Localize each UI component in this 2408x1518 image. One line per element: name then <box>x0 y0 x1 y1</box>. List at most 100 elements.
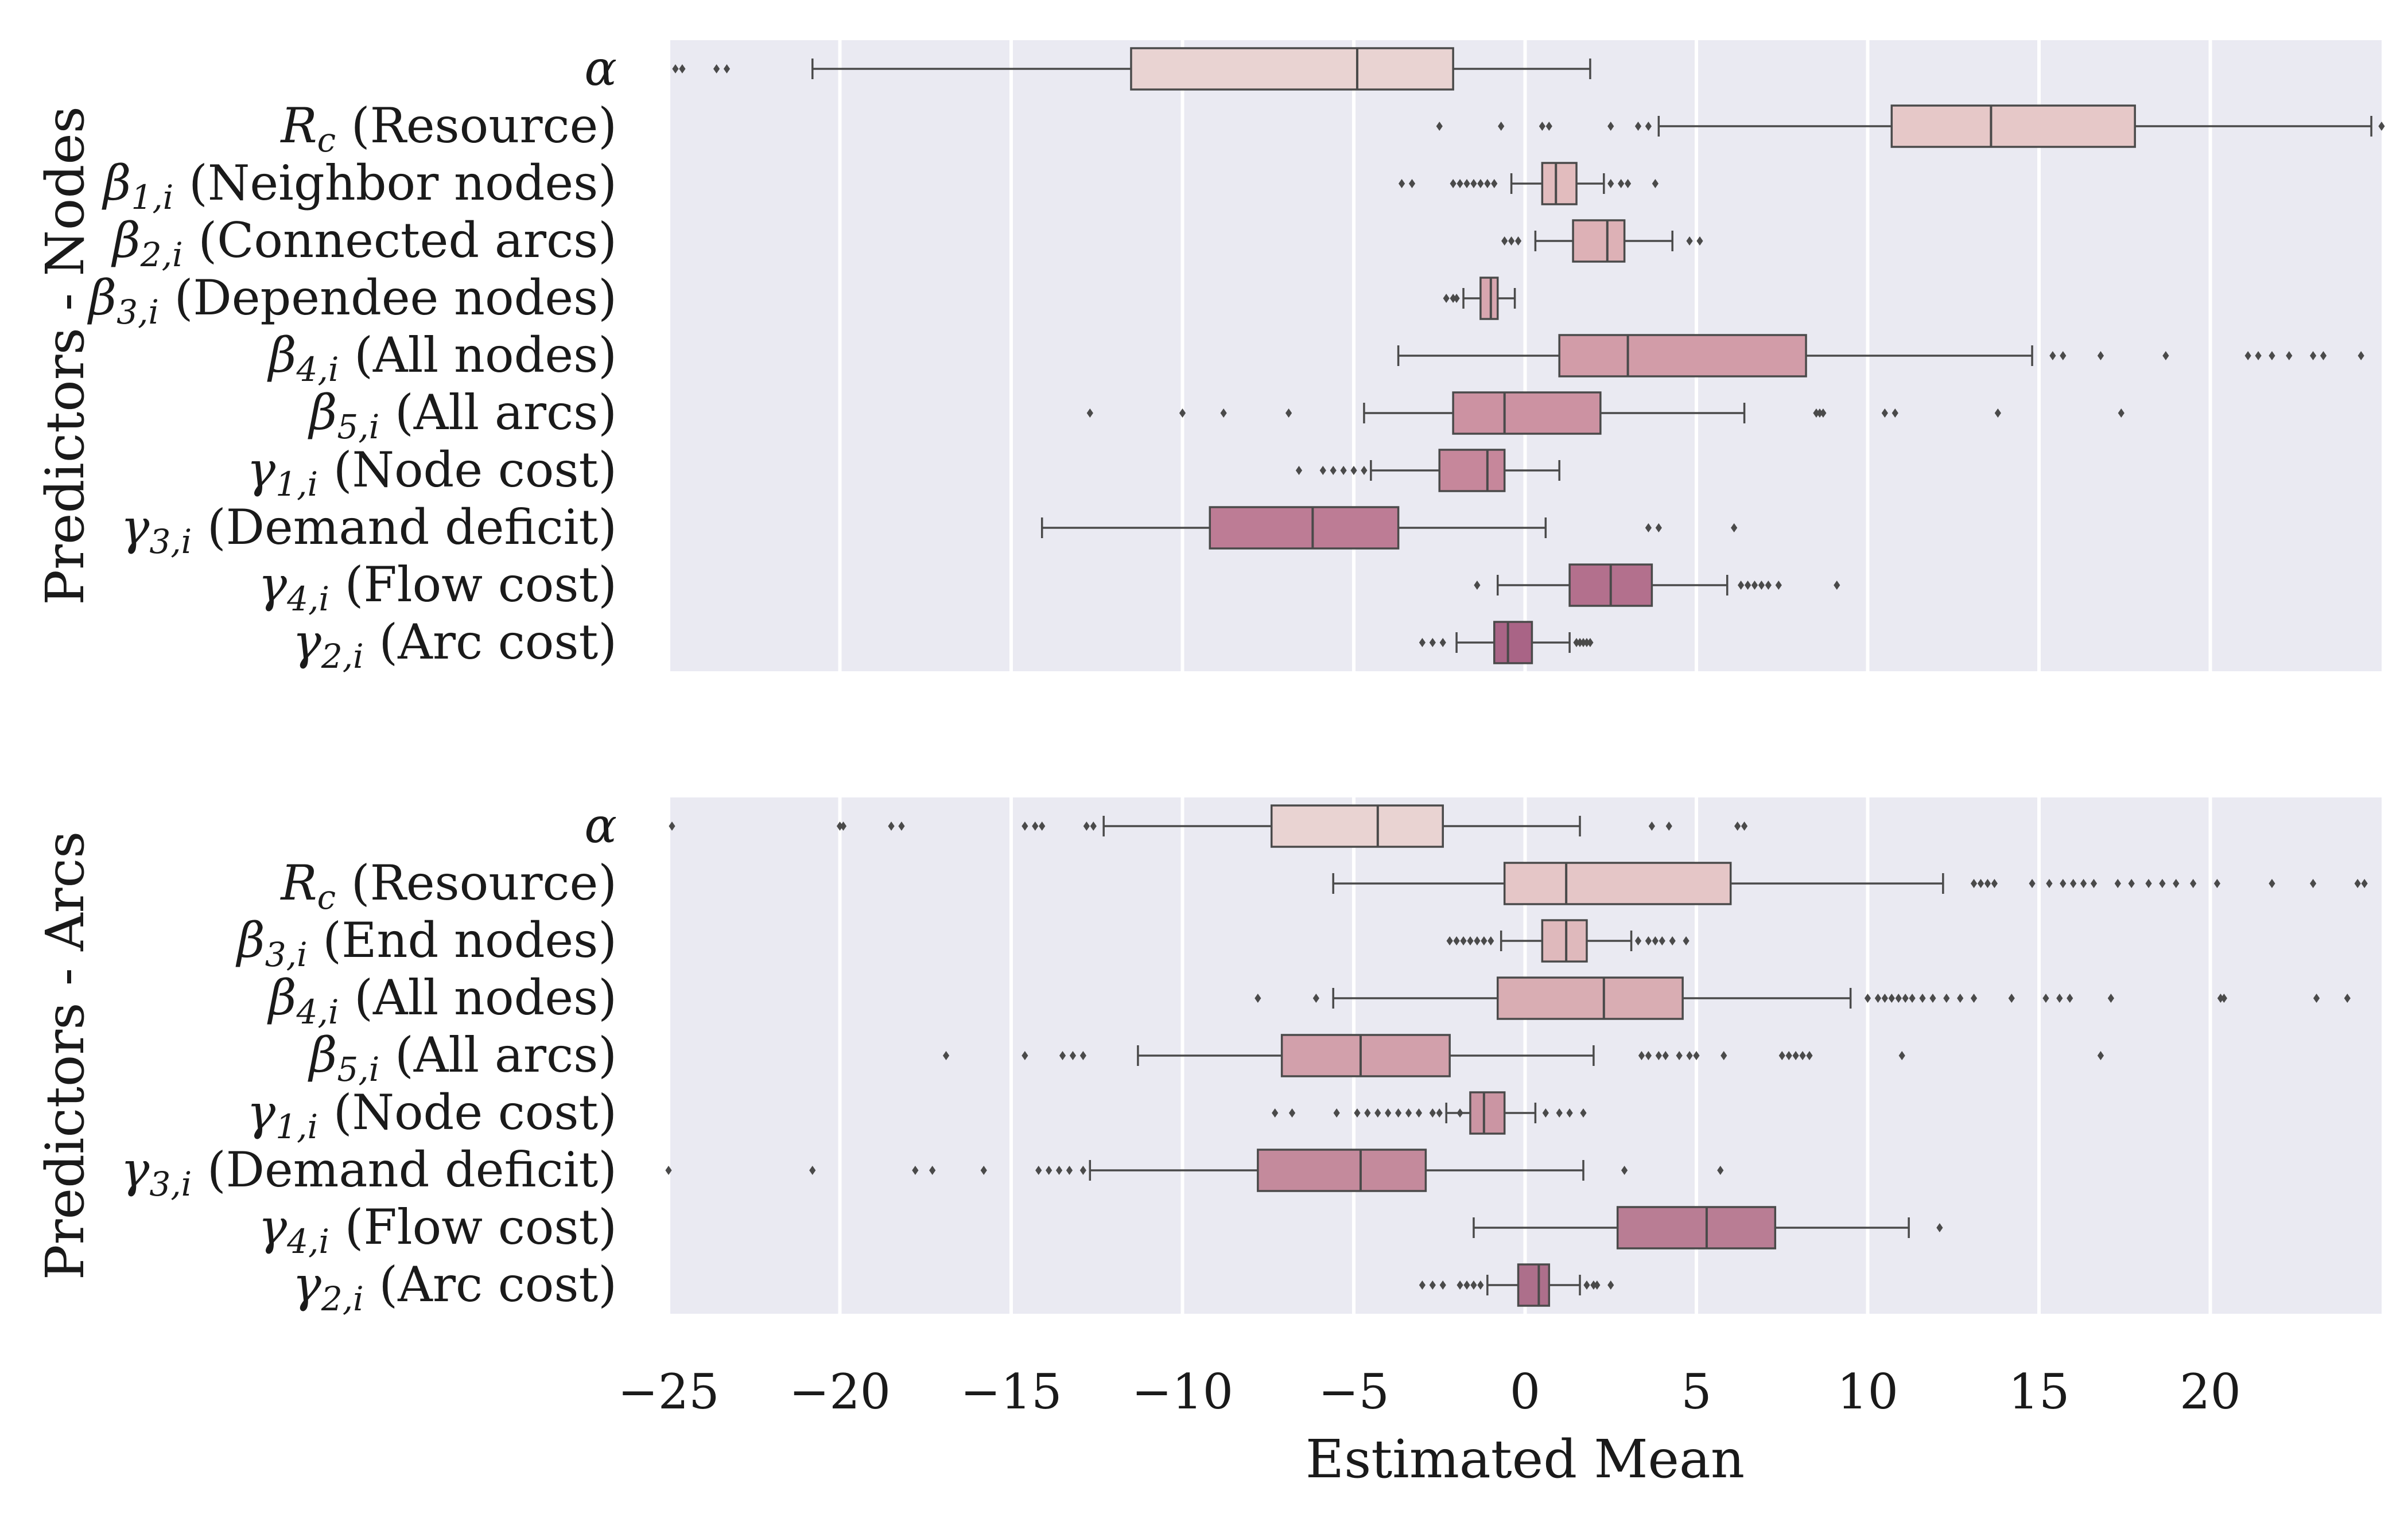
category-description: (Resource) <box>336 855 617 911</box>
outlier-point <box>2255 351 2262 360</box>
outlier-point <box>1895 994 1902 1003</box>
series-8 <box>1473 1206 1943 1250</box>
outlier-point <box>1758 581 1765 590</box>
outlier-point <box>2067 994 2073 1003</box>
category-label: γ4,i (Flow cost) <box>258 556 617 618</box>
outlier-point <box>1487 936 1494 945</box>
outlier-point <box>2090 879 2098 888</box>
y-axis-title: Predictors - Arcs <box>34 831 96 1280</box>
category-description: (All nodes) <box>339 970 617 1026</box>
outlier-point <box>2313 994 2320 1003</box>
outlier-point <box>1474 581 1481 590</box>
outlier-point <box>1669 936 1676 945</box>
outlier-point <box>1594 1280 1601 1290</box>
outlier-point <box>912 1166 919 1175</box>
outlier-point <box>1834 581 1840 590</box>
outlier-point <box>1734 822 1741 831</box>
outlier-point <box>1665 822 1672 831</box>
outlier-point <box>942 1051 950 1060</box>
outlier-point <box>2008 994 2015 1003</box>
outlier-point <box>1457 179 1463 188</box>
series-10 <box>1474 563 1840 607</box>
outlier-point <box>1453 294 1460 303</box>
outlier-point <box>1491 179 1498 188</box>
outlier-point <box>1645 523 1652 532</box>
outlier-point <box>669 822 675 831</box>
outlier-point <box>1354 1108 1361 1118</box>
category-symbol: R <box>279 98 317 154</box>
outlier-point <box>1634 122 1642 131</box>
outlier-point <box>2070 879 2077 888</box>
outlier-point <box>1576 638 1583 647</box>
outlier-point <box>1059 1051 1066 1060</box>
outlier-point <box>1439 638 1446 647</box>
outlier-point <box>1477 179 1484 188</box>
series-7 <box>1086 391 2125 435</box>
outlier-point <box>1816 408 1823 418</box>
outlier-point <box>1902 994 1909 1003</box>
outlier-point <box>2310 351 2317 360</box>
outlier-point <box>2213 879 2221 888</box>
outlier-point <box>1463 179 1470 188</box>
x-tick-label: 10 <box>1837 1364 1898 1420</box>
x-axis-title: Estimated Mean <box>1306 1429 1745 1490</box>
outlier-point <box>1470 179 1477 188</box>
outlier-point <box>1943 994 1950 1003</box>
x-tick-label: −5 <box>1318 1364 1389 1420</box>
outlier-point <box>1481 936 1487 945</box>
outlier-point <box>723 64 731 73</box>
outlier-point <box>2042 994 2049 1003</box>
box <box>1130 47 1454 91</box>
outlier-point <box>1765 581 1772 590</box>
category-label: γ2,i (Arc cost) <box>293 614 617 676</box>
category-description: (Dependee nodes) <box>159 270 617 326</box>
category-symbol: β <box>235 912 265 968</box>
outlier-point <box>1686 236 1693 246</box>
outlier-point <box>2056 994 2063 1003</box>
category-symbol: β <box>267 970 297 1026</box>
outlier-point <box>1220 408 1227 418</box>
category-subscript: 4,i <box>296 350 339 389</box>
series-6 <box>1272 1091 1587 1135</box>
category-label: γ3,i (Demand deficit) <box>121 499 617 561</box>
outlier-point <box>2173 879 2180 888</box>
outlier-point <box>1676 1051 1683 1060</box>
outlier-point <box>2049 351 2056 360</box>
outlier-point <box>1419 1280 1426 1290</box>
outlier-point <box>2060 879 2067 888</box>
outlier-point <box>2378 122 2385 131</box>
category-subscript: 2,i <box>140 235 183 274</box>
outlier-point <box>1820 408 1827 418</box>
category-symbol: γ <box>258 1199 288 1255</box>
box <box>1438 449 1506 492</box>
outlier-point <box>1364 1108 1371 1118</box>
x-tick-label: 0 <box>1510 1364 1540 1420</box>
outlier-point <box>1429 1108 1436 1118</box>
category-label: β1,i (Neighbor nodes) <box>102 155 617 217</box>
outlier-point <box>2159 879 2166 888</box>
outlier-point <box>1648 822 1655 831</box>
outlier-point <box>840 822 847 831</box>
category-description: (All nodes) <box>339 327 617 383</box>
outlier-point <box>1607 122 1614 131</box>
outlier-point <box>2162 351 2169 360</box>
outlier-point <box>1662 1051 1669 1060</box>
outlier-point <box>2145 879 2152 888</box>
outlier-point <box>1645 122 1652 131</box>
outlier-point <box>1813 408 1820 418</box>
outlier-point <box>2190 879 2197 888</box>
x-tick-label: 20 <box>2180 1364 2241 1420</box>
outlier-point <box>1069 1051 1077 1060</box>
outlier-point <box>1909 994 1916 1003</box>
outlier-point <box>1970 994 1978 1003</box>
panel-arcs: αRc (Resource)β3,i (End nodes)β4,i (All … <box>34 797 2382 1318</box>
outlier-point <box>1655 1051 1662 1060</box>
outlier-point <box>2118 408 2125 418</box>
outlier-point <box>1467 936 1474 945</box>
outlier-point <box>1450 294 1457 303</box>
outlier-point <box>898 822 905 831</box>
box <box>1572 219 1626 263</box>
outlier-point <box>1881 994 1888 1003</box>
category-symbol: γ <box>258 556 288 613</box>
category-symbol: R <box>279 855 317 911</box>
